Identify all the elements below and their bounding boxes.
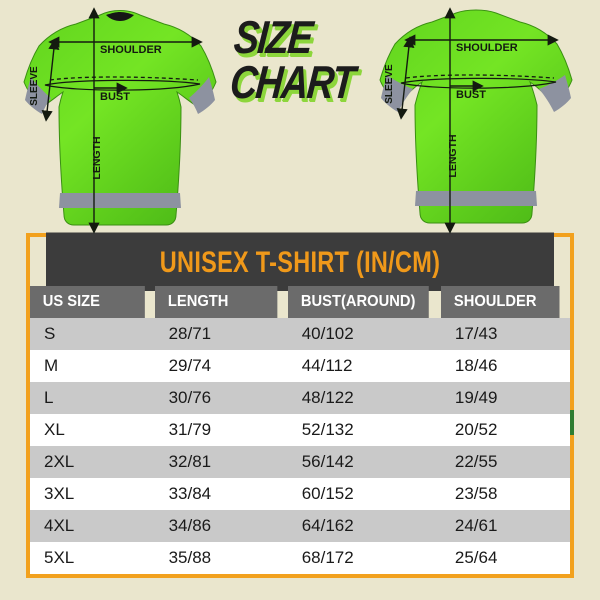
svg-text:BUST: BUST — [100, 91, 130, 103]
svg-text:BUST: BUST — [456, 89, 486, 101]
svg-text:SHOULDER: SHOULDER — [100, 44, 162, 56]
svg-text:LENGTH: LENGTH — [447, 134, 459, 177]
svg-text:LENGTH: LENGTH — [91, 136, 103, 179]
svg-text:SLEEVE: SLEEVE — [29, 66, 40, 106]
svg-text:SHOULDER: SHOULDER — [456, 42, 518, 54]
svg-text:SLEEVE: SLEEVE — [384, 64, 395, 104]
